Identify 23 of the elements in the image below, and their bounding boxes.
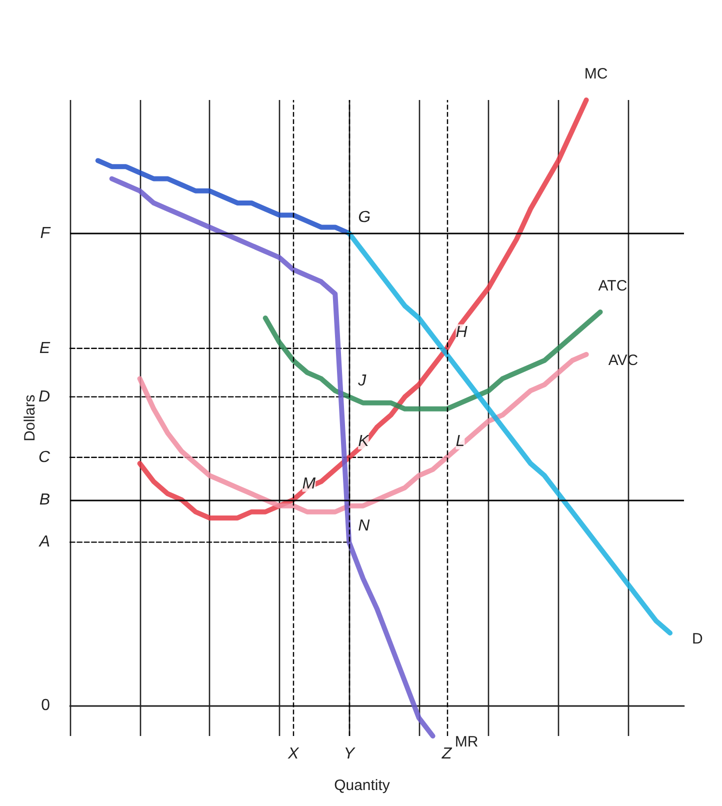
annotation: K — [358, 432, 370, 450]
ref-line-label: F — [40, 224, 52, 242]
series-label: ATC — [598, 278, 628, 294]
annotation: M — [302, 475, 316, 492]
series-label: E — [39, 340, 50, 357]
x-tick-label: Z — [440, 746, 453, 762]
annotation: L — [456, 432, 465, 450]
x-tick-label: X — [286, 746, 300, 762]
series-label: A — [38, 534, 50, 551]
series-label: D — [692, 630, 704, 648]
text: 0 — [41, 697, 50, 714]
series-label: MC — [584, 66, 608, 82]
annotation: G — [358, 208, 371, 226]
annotation: N — [358, 518, 370, 535]
series-label: D — [38, 388, 50, 406]
annotation: J — [357, 372, 368, 390]
series-label: MR — [454, 734, 478, 750]
x-tick-label: Y — [344, 746, 356, 762]
ref-line-label: B — [39, 491, 50, 508]
annotation: H — [456, 324, 468, 341]
x-axis-title: Quantity — [334, 777, 390, 794]
y-axis-title: Dollars — [22, 394, 38, 442]
series-label: C — [38, 448, 50, 466]
